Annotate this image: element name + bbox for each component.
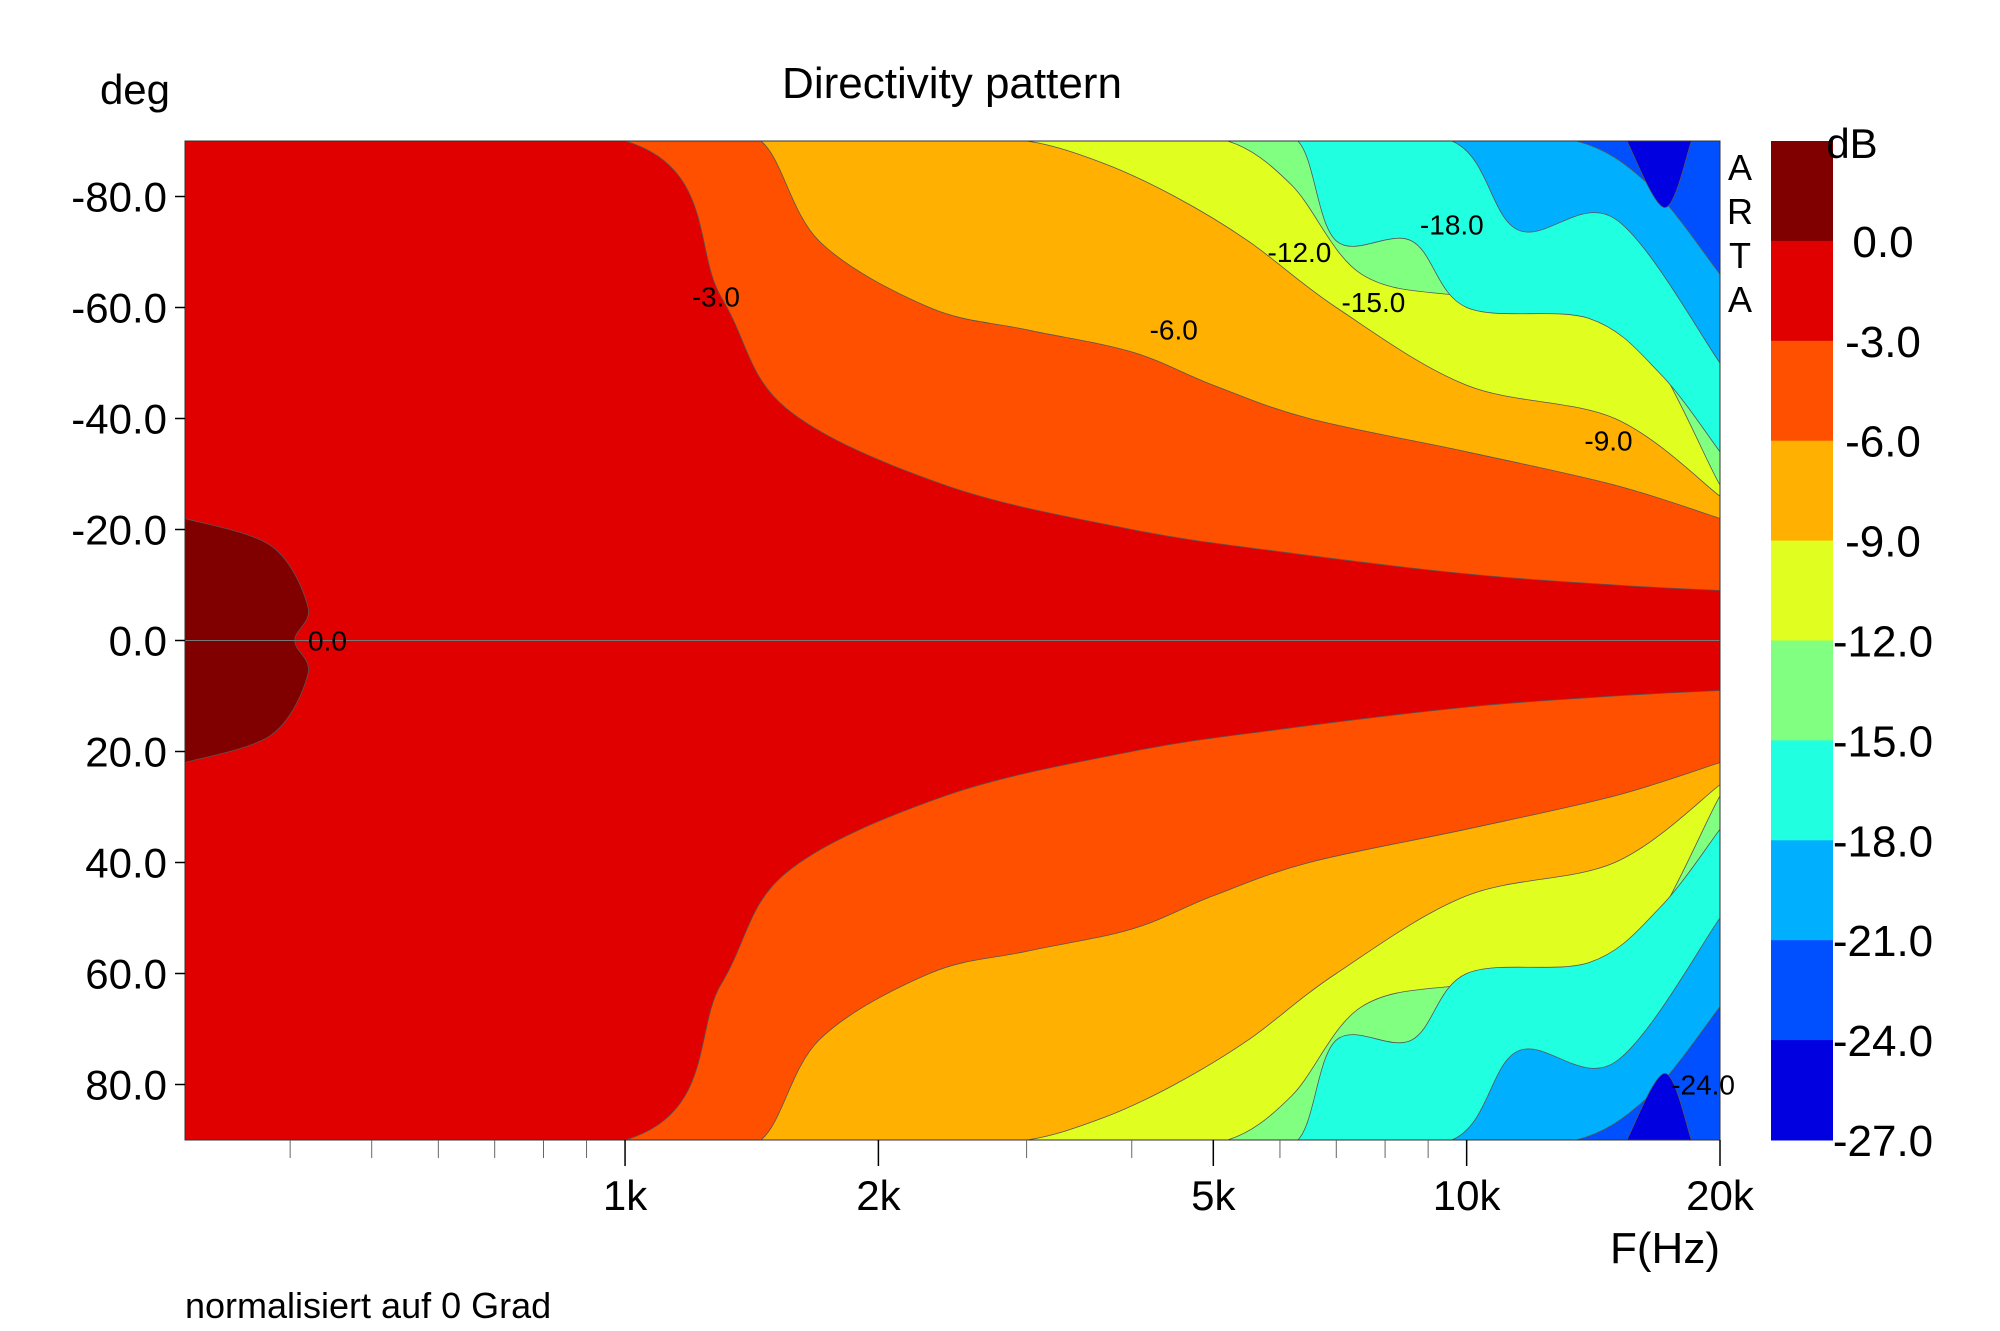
colorbar-swatch bbox=[1771, 540, 1833, 641]
colorbar-label: -6.0 bbox=[1845, 418, 1921, 467]
y-tick-label: -60.0 bbox=[71, 285, 167, 332]
y-tick-label: 40.0 bbox=[85, 840, 167, 887]
x-tick-label: 10k bbox=[1433, 1172, 1502, 1219]
colorbar-label: -27.0 bbox=[1833, 1117, 1933, 1166]
colorbar-swatch bbox=[1771, 340, 1833, 442]
y-tick-label: -40.0 bbox=[71, 396, 167, 443]
band-below-minus15-upper bbox=[1234, 141, 1720, 453]
colorbar-label: -12.0 bbox=[1833, 618, 1933, 667]
footnote: normalisiert auf 0 Grad bbox=[185, 1285, 551, 1326]
x-tick-label: 2k bbox=[856, 1172, 901, 1219]
contour-label: -12.0 bbox=[1268, 237, 1332, 268]
band-below-minus18-upper bbox=[1297, 141, 1720, 364]
contour-label: -18.0 bbox=[1420, 209, 1484, 240]
colorbar-swatch bbox=[1771, 840, 1833, 941]
watermark-letter: A bbox=[1728, 279, 1752, 320]
x-tick-label: 1k bbox=[603, 1172, 648, 1219]
band-below-minus18-lower bbox=[1297, 917, 1720, 1140]
y-tick-label: -80.0 bbox=[71, 174, 167, 221]
contour-label: 0.0 bbox=[308, 626, 347, 657]
watermark-letter: A bbox=[1728, 147, 1752, 188]
y-tick-label: 20.0 bbox=[85, 729, 167, 776]
contour-label: -9.0 bbox=[1584, 426, 1632, 457]
colorbar-swatch bbox=[1771, 640, 1833, 741]
band-below-minus15-lower bbox=[1234, 828, 1720, 1140]
colorbar-label: -24.0 bbox=[1833, 1017, 1933, 1066]
colorbar-label: -9.0 bbox=[1845, 518, 1921, 567]
colorbar-swatch bbox=[1771, 740, 1833, 841]
y-tick-label: 60.0 bbox=[85, 951, 167, 998]
colorbar: 0.0 -3.0 -6.0 -9.0 -12.0 -15.0 -18.0 -21.0 -24.0… bbox=[1771, 141, 1933, 1166]
colorbar-label: -21.0 bbox=[1833, 917, 1933, 966]
contour-label: -24.0 bbox=[1671, 1070, 1735, 1101]
x-tick-label: 5k bbox=[1191, 1172, 1236, 1219]
contour-labels: -3.0 -6.0 -9.0 -12.0 -15.0 -18.0 -24.0 0.0 bbox=[308, 209, 1735, 1100]
colorbar-swatch bbox=[1771, 141, 1833, 242]
colorbar-swatch bbox=[1771, 1040, 1833, 1141]
x-tick-label: 20k bbox=[1686, 1172, 1755, 1219]
y-tick-label: 0.0 bbox=[109, 618, 167, 665]
y-tick-label: 80.0 bbox=[85, 1062, 167, 1109]
colorbar-label: 0.0 bbox=[1852, 218, 1913, 267]
colorbar-swatch bbox=[1771, 440, 1833, 542]
contour-plot bbox=[185, 141, 1720, 1140]
watermark-letter: R bbox=[1727, 191, 1753, 232]
colorbar-label: -3.0 bbox=[1845, 318, 1921, 367]
colorbar-label: -18.0 bbox=[1833, 817, 1933, 866]
contour-label: -6.0 bbox=[1150, 315, 1198, 346]
y-tick-label: -20.0 bbox=[71, 507, 167, 554]
colorbar-label: -15.0 bbox=[1833, 717, 1933, 766]
colorbar-swatch bbox=[1771, 940, 1833, 1041]
contour-label: -3.0 bbox=[692, 281, 740, 312]
watermark-letter: T bbox=[1729, 235, 1751, 276]
y-axis-label: deg bbox=[100, 66, 170, 113]
x-axis-label: F(Hz) bbox=[1610, 1224, 1720, 1273]
colorbar-swatch bbox=[1771, 240, 1833, 342]
plot-axes: -80.0 -60.0 -40.0 -20.0 0.0 20.0 40.0 60.0 80.0 1… bbox=[71, 140, 1755, 1219]
chart-title: Directivity pattern bbox=[782, 59, 1122, 108]
contour-label: -15.0 bbox=[1341, 287, 1405, 318]
colorbar-unit: dB bbox=[1826, 120, 1877, 167]
